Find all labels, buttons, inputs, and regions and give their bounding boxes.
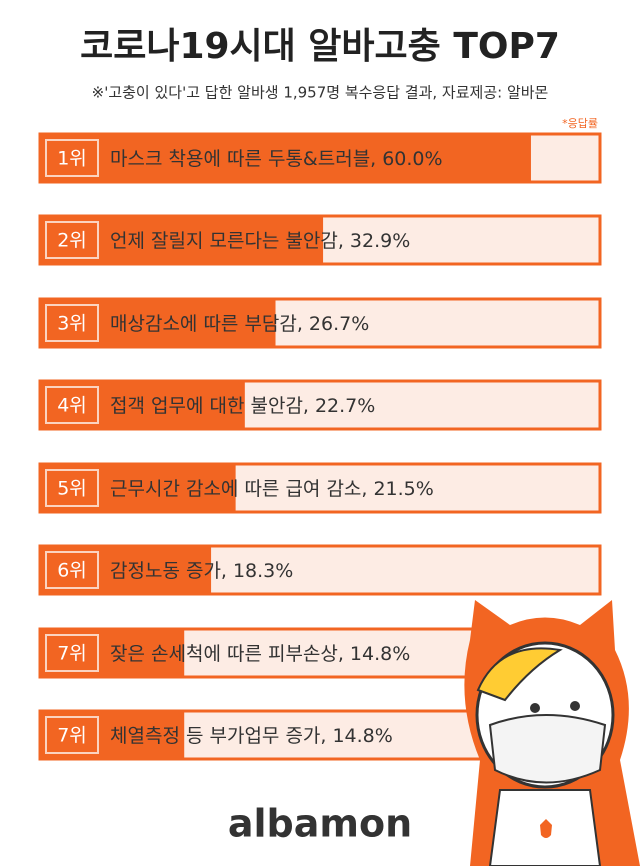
bar-label: 체열측정 등 부가업무 증가, 14.8% bbox=[110, 725, 393, 747]
bar-label: 잦은 손세척에 따른 피부손상, 14.8% bbox=[110, 643, 410, 665]
bar bbox=[40, 134, 531, 182]
rank: 6위 bbox=[57, 560, 87, 582]
rank-box bbox=[45, 139, 99, 177]
category-label: 매상감소에 따른 부담감, bbox=[110, 313, 303, 335]
rank: 5위 bbox=[57, 478, 87, 500]
category-label: 근무시간 감소에 따른 급여 감소, bbox=[110, 478, 367, 500]
rank-box bbox=[45, 304, 99, 342]
value-label: 14.8% bbox=[332, 725, 392, 747]
rank-box bbox=[45, 551, 99, 589]
category-label: 감정노동 증가, bbox=[110, 560, 227, 582]
category-label: 체열측정 등 부가업무 증가, bbox=[110, 725, 326, 747]
logo: albamon bbox=[228, 802, 412, 846]
value-label: 21.5% bbox=[373, 478, 433, 500]
bar-label: 매상감소에 따른 부담감, 26.7% bbox=[110, 313, 369, 335]
bar-label: 감정노동 증가, 18.3% bbox=[110, 560, 293, 582]
rank-box bbox=[45, 386, 99, 424]
rank: 1위 bbox=[57, 148, 87, 170]
rank: 7위 bbox=[57, 725, 87, 747]
rank: 4위 bbox=[57, 395, 87, 417]
value-label: 26.7% bbox=[309, 313, 369, 335]
category-label: 언제 잘릴지 모른다는 불안감, bbox=[110, 230, 344, 252]
value-label: 32.9% bbox=[350, 230, 410, 252]
rank: 2위 bbox=[57, 230, 87, 252]
title: 코로나19시대 알바고충 TOP7 bbox=[80, 26, 560, 67]
rank: 7위 bbox=[57, 643, 87, 665]
bar-label: 마스크 착용에 따른 두통&트러블, 60.0% bbox=[110, 148, 443, 170]
bar-label: 근무시간 감소에 따른 급여 감소, 21.5% bbox=[110, 478, 434, 500]
value-label: 60.0% bbox=[382, 148, 442, 170]
bar-label: 언제 잘릴지 모른다는 불안감, 32.9% bbox=[110, 230, 410, 252]
category-label: 잦은 손세척에 따른 피부손상, bbox=[110, 643, 344, 665]
category-label: 마스크 착용에 따른 두통&트러블, bbox=[110, 148, 376, 170]
category-label: 접객 업무에 대한 불안감, bbox=[110, 395, 309, 417]
value-label: 14.8% bbox=[350, 643, 410, 665]
value-label: 22.7% bbox=[315, 395, 375, 417]
subtitle: ※'고충이 있다'고 답한 알바생 1,957명 복수응답 결과, 자료제공: … bbox=[92, 84, 549, 102]
rank: 3위 bbox=[57, 313, 87, 335]
rank-box bbox=[45, 469, 99, 507]
rank-box bbox=[45, 716, 99, 754]
mascot bbox=[464, 600, 640, 866]
rank-box bbox=[45, 634, 99, 672]
value-label: 18.3% bbox=[233, 560, 293, 582]
note: *응답률 bbox=[562, 117, 598, 130]
rank-box bbox=[45, 221, 99, 259]
bar-label: 접객 업무에 대한 불안감, 22.7% bbox=[110, 395, 375, 417]
